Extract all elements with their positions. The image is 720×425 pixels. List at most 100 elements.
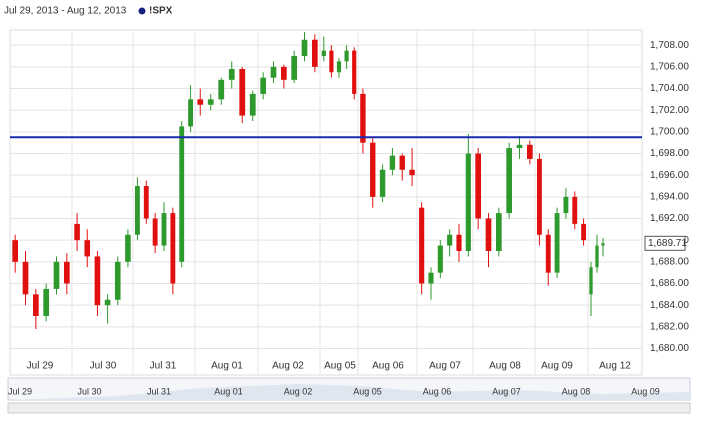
- x-tick-label: Aug 01: [211, 361, 243, 372]
- candle-body: [545, 234, 551, 273]
- candle-body: [563, 196, 569, 214]
- candle-body: [526, 144, 533, 159]
- navigator-label: Jul 30: [77, 386, 101, 396]
- candle-body: [409, 169, 415, 176]
- candle-body: [437, 245, 443, 273]
- candle-body: [161, 213, 167, 246]
- candle-body: [465, 153, 471, 251]
- x-tick-label: Aug 08: [489, 361, 521, 372]
- y-tick-label: 1,694.00: [650, 191, 689, 202]
- candle-body: [352, 50, 357, 94]
- candle-body: [94, 256, 101, 306]
- candle-body: [516, 144, 523, 149]
- candle-body: [239, 69, 246, 116]
- y-tick-label: 1,682.00: [650, 321, 689, 332]
- y-tick-label: 1,698.00: [650, 148, 689, 159]
- candle-body: [22, 261, 29, 295]
- x-tick-label: Aug 12: [599, 361, 631, 372]
- candle-body: [536, 158, 542, 235]
- candle-body: [447, 234, 453, 246]
- y-tick-label: 1,688.00: [650, 256, 689, 267]
- navigator-label: Aug 01: [214, 386, 243, 396]
- candle-body: [379, 169, 386, 197]
- legend-label: !SPX: [149, 6, 173, 17]
- candle-body: [12, 240, 19, 262]
- candle-body: [134, 186, 140, 235]
- candle-body: [270, 66, 277, 78]
- scrollbar[interactable]: [7, 402, 691, 414]
- y-tick-label: 1,704.00: [650, 83, 689, 94]
- candle-body: [260, 77, 267, 94]
- candle-body: [74, 223, 80, 241]
- navigator-label: Aug 09: [631, 386, 660, 396]
- candle-body: [485, 218, 492, 251]
- x-tick-label: Aug 05: [324, 361, 356, 372]
- candle-body: [228, 69, 235, 80]
- candle-body: [104, 299, 111, 306]
- candle-body: [32, 294, 39, 316]
- plot-frame: [9, 29, 643, 376]
- x-tick-label: Aug 06: [372, 361, 404, 372]
- y-tick-label: 1,700.00: [650, 126, 689, 137]
- navigator-label: Aug 02: [284, 386, 313, 396]
- candle-body: [197, 99, 204, 105]
- candle-body: [419, 207, 425, 284]
- y-tick-label: 1,706.00: [650, 61, 689, 72]
- y-tick-label: 1,708.00: [650, 40, 689, 51]
- date-range: Jul 29, 2013 - Aug 12, 2013: [4, 6, 127, 17]
- candle-body: [125, 234, 131, 262]
- candle-body: [456, 234, 462, 251]
- x-tick-label: Jul 30: [90, 361, 117, 372]
- candle-body: [370, 142, 376, 197]
- x-tick-label: Aug 07: [429, 361, 461, 372]
- y-tick-label: 1,686.00: [650, 278, 689, 289]
- candle-body: [63, 261, 70, 284]
- navigator-label: Aug 06: [423, 386, 452, 396]
- candle-body: [321, 50, 326, 56]
- x-tick-label: Aug 02: [272, 361, 304, 372]
- candle-body: [301, 39, 308, 56]
- candle-body: [506, 148, 513, 214]
- candle-body: [188, 99, 194, 127]
- navigator-label: Jul 29: [8, 386, 32, 396]
- last-price-box: [644, 235, 686, 251]
- candle-body: [581, 223, 587, 241]
- y-tick-label: 1,680.00: [650, 343, 689, 354]
- navigator-area: [8, 384, 690, 400]
- candle-body: [218, 79, 225, 100]
- candle-body: [114, 261, 121, 300]
- candle-body: [360, 93, 366, 143]
- candle-body: [389, 155, 396, 170]
- candle-body: [43, 288, 50, 316]
- navigator-label: Aug 05: [353, 386, 382, 396]
- legend-marker: [138, 7, 146, 15]
- candle-body: [152, 218, 158, 246]
- navigator-label: Aug 08: [562, 386, 591, 396]
- candle-body: [601, 243, 605, 246]
- last-price-label: 1,689.71: [648, 238, 687, 249]
- candle-body: [84, 240, 91, 257]
- x-tick-label: Jul 31: [150, 361, 177, 372]
- y-tick-label: 1,692.00: [650, 213, 689, 224]
- grid: [10, 30, 642, 375]
- candle-body: [311, 39, 318, 67]
- candle-body: [170, 213, 176, 284]
- candle-body: [329, 50, 334, 73]
- candle-body: [53, 261, 60, 289]
- candle-body: [475, 153, 482, 219]
- candle-body: [179, 126, 185, 262]
- candle-body: [589, 267, 593, 295]
- x-tick-label: Jul 29: [27, 361, 54, 372]
- candle-body: [595, 245, 599, 268]
- candle-body: [207, 99, 214, 105]
- candle-body: [495, 213, 502, 251]
- candle-body: [143, 186, 149, 219]
- candle-body: [554, 213, 560, 273]
- candle-body: [249, 93, 256, 116]
- candle-body: [428, 272, 434, 284]
- candle-body: [344, 50, 349, 62]
- candle-body: [280, 66, 287, 80]
- candle-body: [572, 196, 578, 224]
- x-tick-label: Aug 09: [541, 361, 573, 372]
